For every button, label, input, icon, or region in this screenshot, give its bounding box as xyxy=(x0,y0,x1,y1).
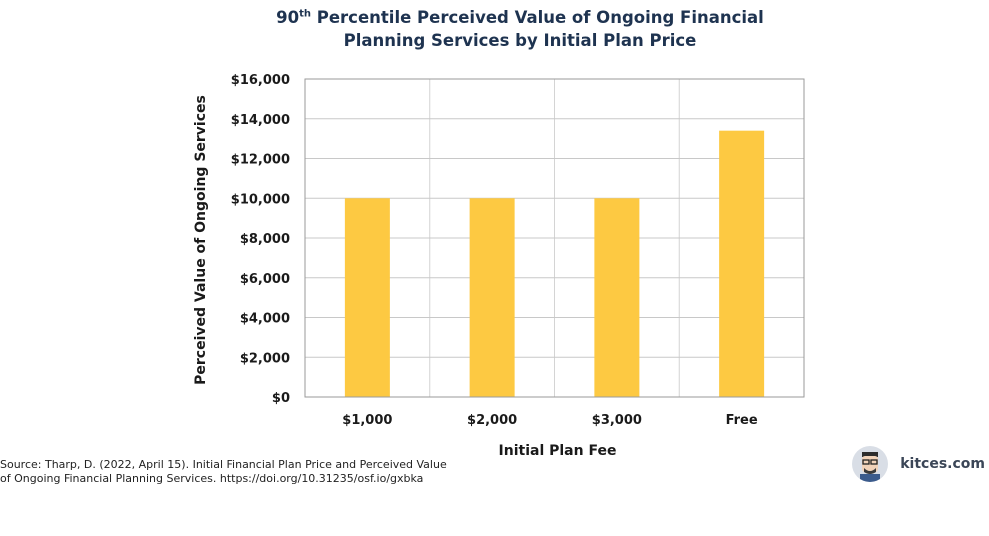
plot-border xyxy=(304,78,805,398)
y-tick-label: $8,000 xyxy=(240,232,290,247)
bar xyxy=(594,198,640,397)
y-tick-label: $12,000 xyxy=(231,153,290,168)
bar xyxy=(469,198,515,397)
bar xyxy=(344,198,390,397)
y-tick-label: $14,000 xyxy=(231,113,290,128)
x-tick-label: $2,000 xyxy=(467,413,517,428)
x-axis-label: Initial Plan Fee xyxy=(499,443,617,459)
x-tick-label: $3,000 xyxy=(592,413,642,428)
y-axis-label: Perceived Value of Ongoing Services xyxy=(193,95,209,385)
title-line-2: Planning Services by Initial Plan Price xyxy=(343,31,697,50)
source-citation: Source: Tharp, D. (2022, April 15). Init… xyxy=(0,458,447,486)
chart-title: 90th Percentile Perceived Value of Ongoi… xyxy=(250,6,790,52)
y-tick-label: $16,000 xyxy=(231,73,290,88)
y-tick-label: $2,000 xyxy=(240,351,290,366)
bar xyxy=(719,130,765,398)
source-line-1: Source: Tharp, D. (2022, April 15). Init… xyxy=(0,458,447,471)
y-tick-label: $6,000 xyxy=(240,272,290,287)
y-tick-label: $0 xyxy=(272,391,290,406)
x-tick-label: Free xyxy=(726,413,758,428)
x-tick-label: $1,000 xyxy=(342,413,392,428)
y-tick-label: $4,000 xyxy=(240,312,290,327)
brand-name: kitces.com xyxy=(900,456,985,472)
y-tick-label: $10,000 xyxy=(231,192,290,207)
source-line-2: of Ongoing Financial Planning Services. … xyxy=(0,472,424,485)
title-line-1: 90th Percentile Perceived Value of Ongoi… xyxy=(276,8,764,27)
brand[interactable]: kitces.com xyxy=(852,446,985,482)
avatar-icon xyxy=(852,446,889,482)
